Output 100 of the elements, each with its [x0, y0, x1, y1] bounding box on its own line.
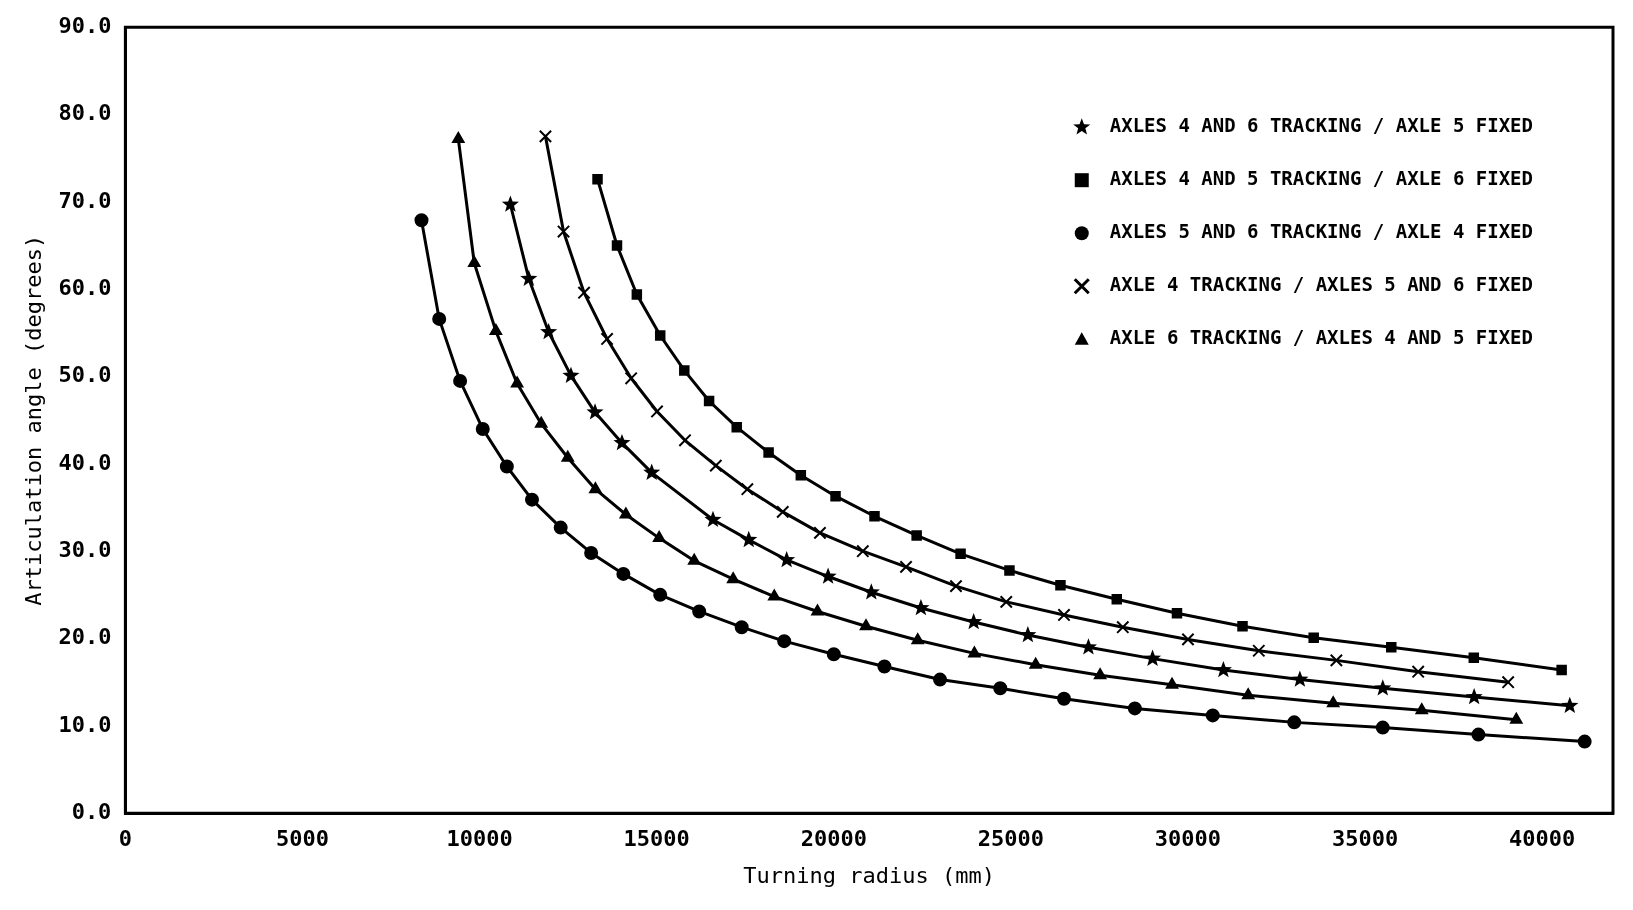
point [856, 544, 870, 558]
point [538, 129, 553, 144]
point [1171, 607, 1183, 619]
point [653, 587, 668, 602]
point [489, 324, 503, 336]
point [520, 269, 538, 286]
y-tick-label: 0.0 [71, 798, 112, 824]
point [540, 322, 558, 340]
point [1415, 703, 1428, 715]
point [1093, 668, 1107, 680]
x-tick-label: 20000 [800, 826, 867, 852]
point [1374, 679, 1392, 696]
y-tick-label: 20.0 [58, 624, 112, 650]
point [704, 510, 722, 528]
point [553, 520, 568, 535]
point [819, 567, 837, 584]
point [1465, 688, 1483, 705]
legend-label: AXLE 6 TRACKING / AXLES 4 AND 5 FIXED [1109, 326, 1534, 349]
point [1252, 644, 1266, 658]
point [592, 173, 603, 185]
y-tick-label: 90.0 [58, 12, 112, 38]
point [1471, 727, 1486, 742]
point [453, 373, 468, 388]
x-tick-label: 40000 [1509, 826, 1576, 852]
point [933, 672, 948, 687]
point [1057, 608, 1071, 622]
point [1468, 652, 1480, 663]
point [468, 256, 481, 267]
point [1501, 675, 1515, 689]
point [1214, 660, 1232, 678]
legend-label: AXLES 4 AND 5 TRACKING / AXLE 6 FIXED [1109, 167, 1534, 190]
point [813, 526, 827, 540]
point [768, 589, 781, 601]
point [584, 545, 599, 560]
point [869, 511, 880, 522]
point [613, 433, 631, 451]
x-tick-label: 30000 [1154, 826, 1222, 852]
point [1577, 734, 1592, 749]
point [993, 681, 1008, 696]
point [1029, 657, 1042, 669]
point [535, 416, 548, 428]
point [1181, 632, 1195, 647]
point [899, 560, 913, 574]
point [631, 289, 643, 300]
point [955, 548, 966, 560]
y-tick-label: 50.0 [58, 362, 112, 388]
point [862, 583, 880, 600]
point [999, 595, 1013, 609]
point [688, 553, 701, 565]
legend-label: AXLES 5 AND 6 TRACKING / AXLE 4 FIXED [1109, 220, 1534, 243]
point [1556, 664, 1567, 676]
legend-label: AXLE 4 TRACKING / AXLES 5 AND 6 FIXED [1109, 273, 1534, 296]
point [589, 482, 602, 494]
point [1561, 696, 1579, 714]
point [740, 482, 754, 496]
point [654, 330, 666, 341]
point [1291, 670, 1309, 687]
point [1241, 688, 1255, 700]
point [776, 505, 790, 519]
point [475, 421, 490, 436]
point [949, 579, 963, 593]
y-tick-label: 70.0 [58, 187, 112, 213]
point [877, 659, 892, 674]
y-tick-label: 10.0 [58, 711, 112, 737]
point [830, 490, 841, 502]
point [1079, 638, 1097, 655]
point [1165, 677, 1179, 689]
point [740, 530, 758, 548]
y-tick-label: 40.0 [58, 449, 112, 475]
point [1287, 715, 1302, 730]
point [624, 371, 638, 385]
x-tick-label: 25000 [977, 826, 1044, 852]
point [611, 240, 623, 251]
x-tick-label: 5000 [275, 826, 329, 852]
point [414, 213, 429, 228]
point [652, 531, 666, 543]
point [1326, 696, 1340, 708]
point [561, 450, 574, 462]
point [452, 131, 465, 143]
point [1308, 632, 1319, 643]
point [731, 421, 742, 433]
point [763, 447, 774, 458]
point [432, 311, 447, 326]
y-tick-label: 80.0 [58, 100, 112, 126]
point [1375, 720, 1390, 735]
point [1411, 665, 1425, 679]
y-tick-label: 30.0 [58, 536, 112, 562]
point [556, 224, 571, 239]
point [1329, 653, 1344, 668]
point [911, 633, 924, 645]
legend-label: AXLES 4 AND 6 TRACKING / AXLE 5 FIXED [1109, 114, 1534, 137]
point [679, 365, 690, 376]
point [826, 647, 841, 662]
point [562, 366, 580, 383]
point [778, 550, 796, 568]
x-axis-title: Turning radius (mm) [743, 862, 996, 888]
point [1111, 593, 1123, 605]
y-axis-title: Articulation angle (degrees) [20, 234, 46, 606]
point [678, 433, 692, 447]
point [859, 619, 873, 631]
